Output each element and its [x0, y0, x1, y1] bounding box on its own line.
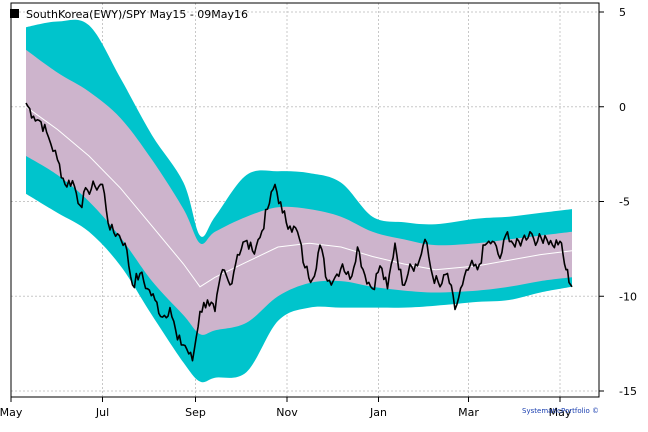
- price-series-line: [25, 102, 573, 362]
- x-tick-label: May: [549, 406, 572, 419]
- y-tick-label: -5: [619, 196, 630, 209]
- legend-swatch-icon: [10, 9, 19, 18]
- x-axis: May Jul Sep Nov Jan Mar May: [0, 397, 572, 419]
- legend-label: SouthKorea(EWY)/SPY May15 - 09May16: [26, 8, 248, 21]
- y-tick-label: -10: [619, 290, 637, 303]
- x-tick-label: Sep: [185, 406, 206, 419]
- y-tick-label: 5: [619, 6, 626, 19]
- y-axis: 5 0 -5 -10 -15: [599, 6, 637, 398]
- inner-band-area: [26, 49, 572, 335]
- credit-label: SystematicPortfolio ©: [522, 407, 599, 415]
- mean-line: [25, 106, 573, 288]
- y-tick-label: 0: [619, 101, 626, 114]
- y-tick-label: -15: [619, 385, 637, 398]
- x-tick-label: Jan: [369, 406, 387, 419]
- x-tick-label: Jul: [95, 406, 109, 419]
- x-tick-label: Mar: [458, 406, 479, 419]
- legend: SouthKorea(EWY)/SPY May15 - 09May16: [10, 8, 248, 21]
- x-tick-label: May: [0, 406, 23, 419]
- plot-area: [10, 3, 599, 397]
- x-tick-label: Nov: [276, 406, 298, 419]
- plot-frame: [10, 2, 600, 398]
